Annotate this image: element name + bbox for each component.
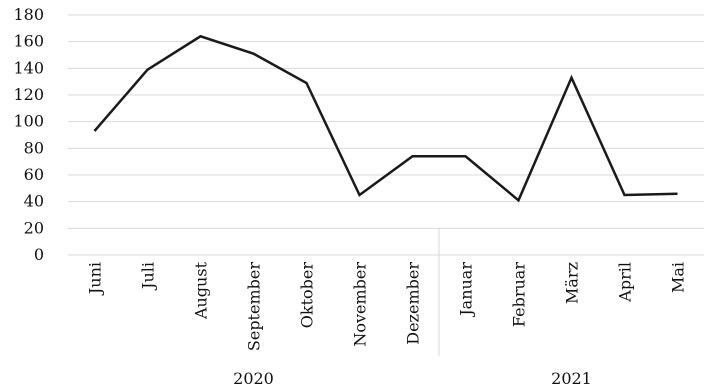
- x-axis: [68, 228, 704, 356]
- x-tick-label: November: [351, 262, 370, 347]
- group-label: 2020: [233, 369, 274, 388]
- x-tick-label: Mai: [669, 262, 688, 293]
- x-axis-category-labels: Juni Juli August September Oktober November De…: [86, 261, 688, 351]
- x-tick-label: Januar: [457, 262, 476, 318]
- y-tick-label: 160: [13, 32, 44, 51]
- y-tick-label: 40: [24, 192, 44, 211]
- x-tick-label: Februar: [510, 262, 529, 327]
- y-tick-label: 140: [13, 58, 44, 77]
- x-tick-label: August: [192, 261, 211, 320]
- x-axis-group-labels: 2020 2021: [233, 369, 592, 388]
- x-tick-label: Juli: [139, 262, 158, 291]
- y-tick-label: 80: [24, 138, 44, 157]
- x-tick-label: Dezember: [404, 262, 423, 345]
- y-tick-label: 180: [13, 5, 44, 24]
- gridlines: [68, 14, 704, 229]
- series-lines: [93, 34, 678, 203]
- x-tick-label: April: [616, 262, 635, 303]
- group-label: 2021: [551, 369, 592, 388]
- x-tick-label: Juni: [86, 262, 105, 296]
- x-tick-label: September: [245, 262, 264, 351]
- y-tick-label: 0: [34, 245, 44, 264]
- y-tick-label: 20: [24, 218, 44, 237]
- x-tick-label: März: [563, 262, 582, 304]
- series-line: [93, 34, 678, 203]
- x-tick-label: Oktober: [298, 262, 317, 329]
- y-tick-label: 100: [13, 112, 44, 131]
- y-tick-label: 60: [24, 165, 44, 184]
- y-tick-label: 120: [13, 85, 44, 104]
- y-axis-tick-labels: 0 20 40 60 80 100 120 140 160 180: [13, 5, 44, 264]
